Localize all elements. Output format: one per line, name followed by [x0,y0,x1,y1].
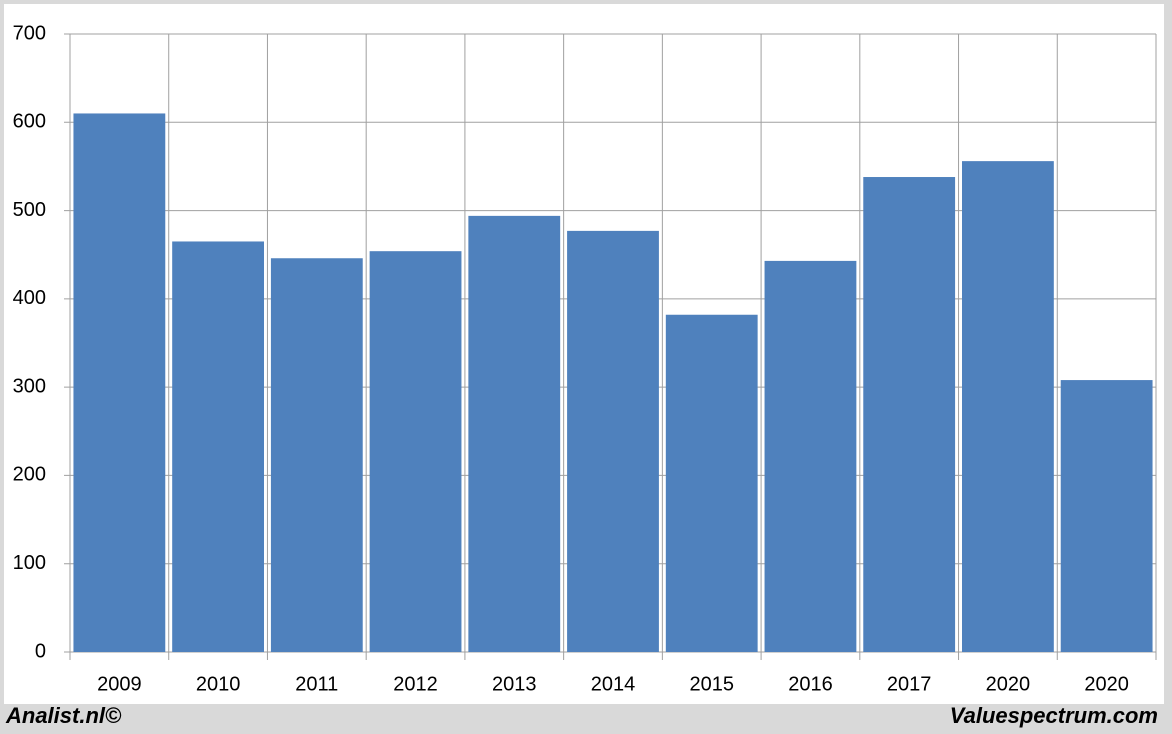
bar [1060,380,1153,652]
y-tick-label: 500 [13,199,46,221]
y-tick-label: 400 [13,287,46,309]
x-tick-label: 2013 [492,673,537,695]
x-tick-label: 2010 [196,673,241,695]
y-tick-label: 700 [13,22,46,44]
bar [172,241,264,652]
footer-left: Analist.nl© [5,703,122,728]
x-tick-label: 2014 [591,673,636,695]
bar [270,258,363,652]
bar [468,215,561,652]
bar [665,314,758,652]
x-tick-label: 2011 [295,673,338,695]
bar [764,260,857,652]
y-tick-label: 0 [35,640,46,662]
bar [962,161,1054,653]
bar [369,251,462,652]
x-tick-label: 2020 [1084,673,1129,695]
x-tick-label: 2016 [788,673,833,695]
bar [73,113,166,652]
y-tick-label: 100 [13,552,46,574]
bar [567,230,659,652]
x-tick-label: 2009 [97,673,142,695]
x-tick-label: 2012 [393,673,438,695]
x-tick-label: 2020 [986,673,1031,695]
y-tick-label: 600 [13,111,46,133]
y-tick-label: 200 [13,464,46,486]
y-tick-label: 300 [13,375,46,397]
bar [863,177,956,652]
x-tick-label: 2017 [887,673,932,695]
footer-right: Valuespectrum.com [950,703,1158,728]
x-tick-label: 2015 [689,673,734,695]
